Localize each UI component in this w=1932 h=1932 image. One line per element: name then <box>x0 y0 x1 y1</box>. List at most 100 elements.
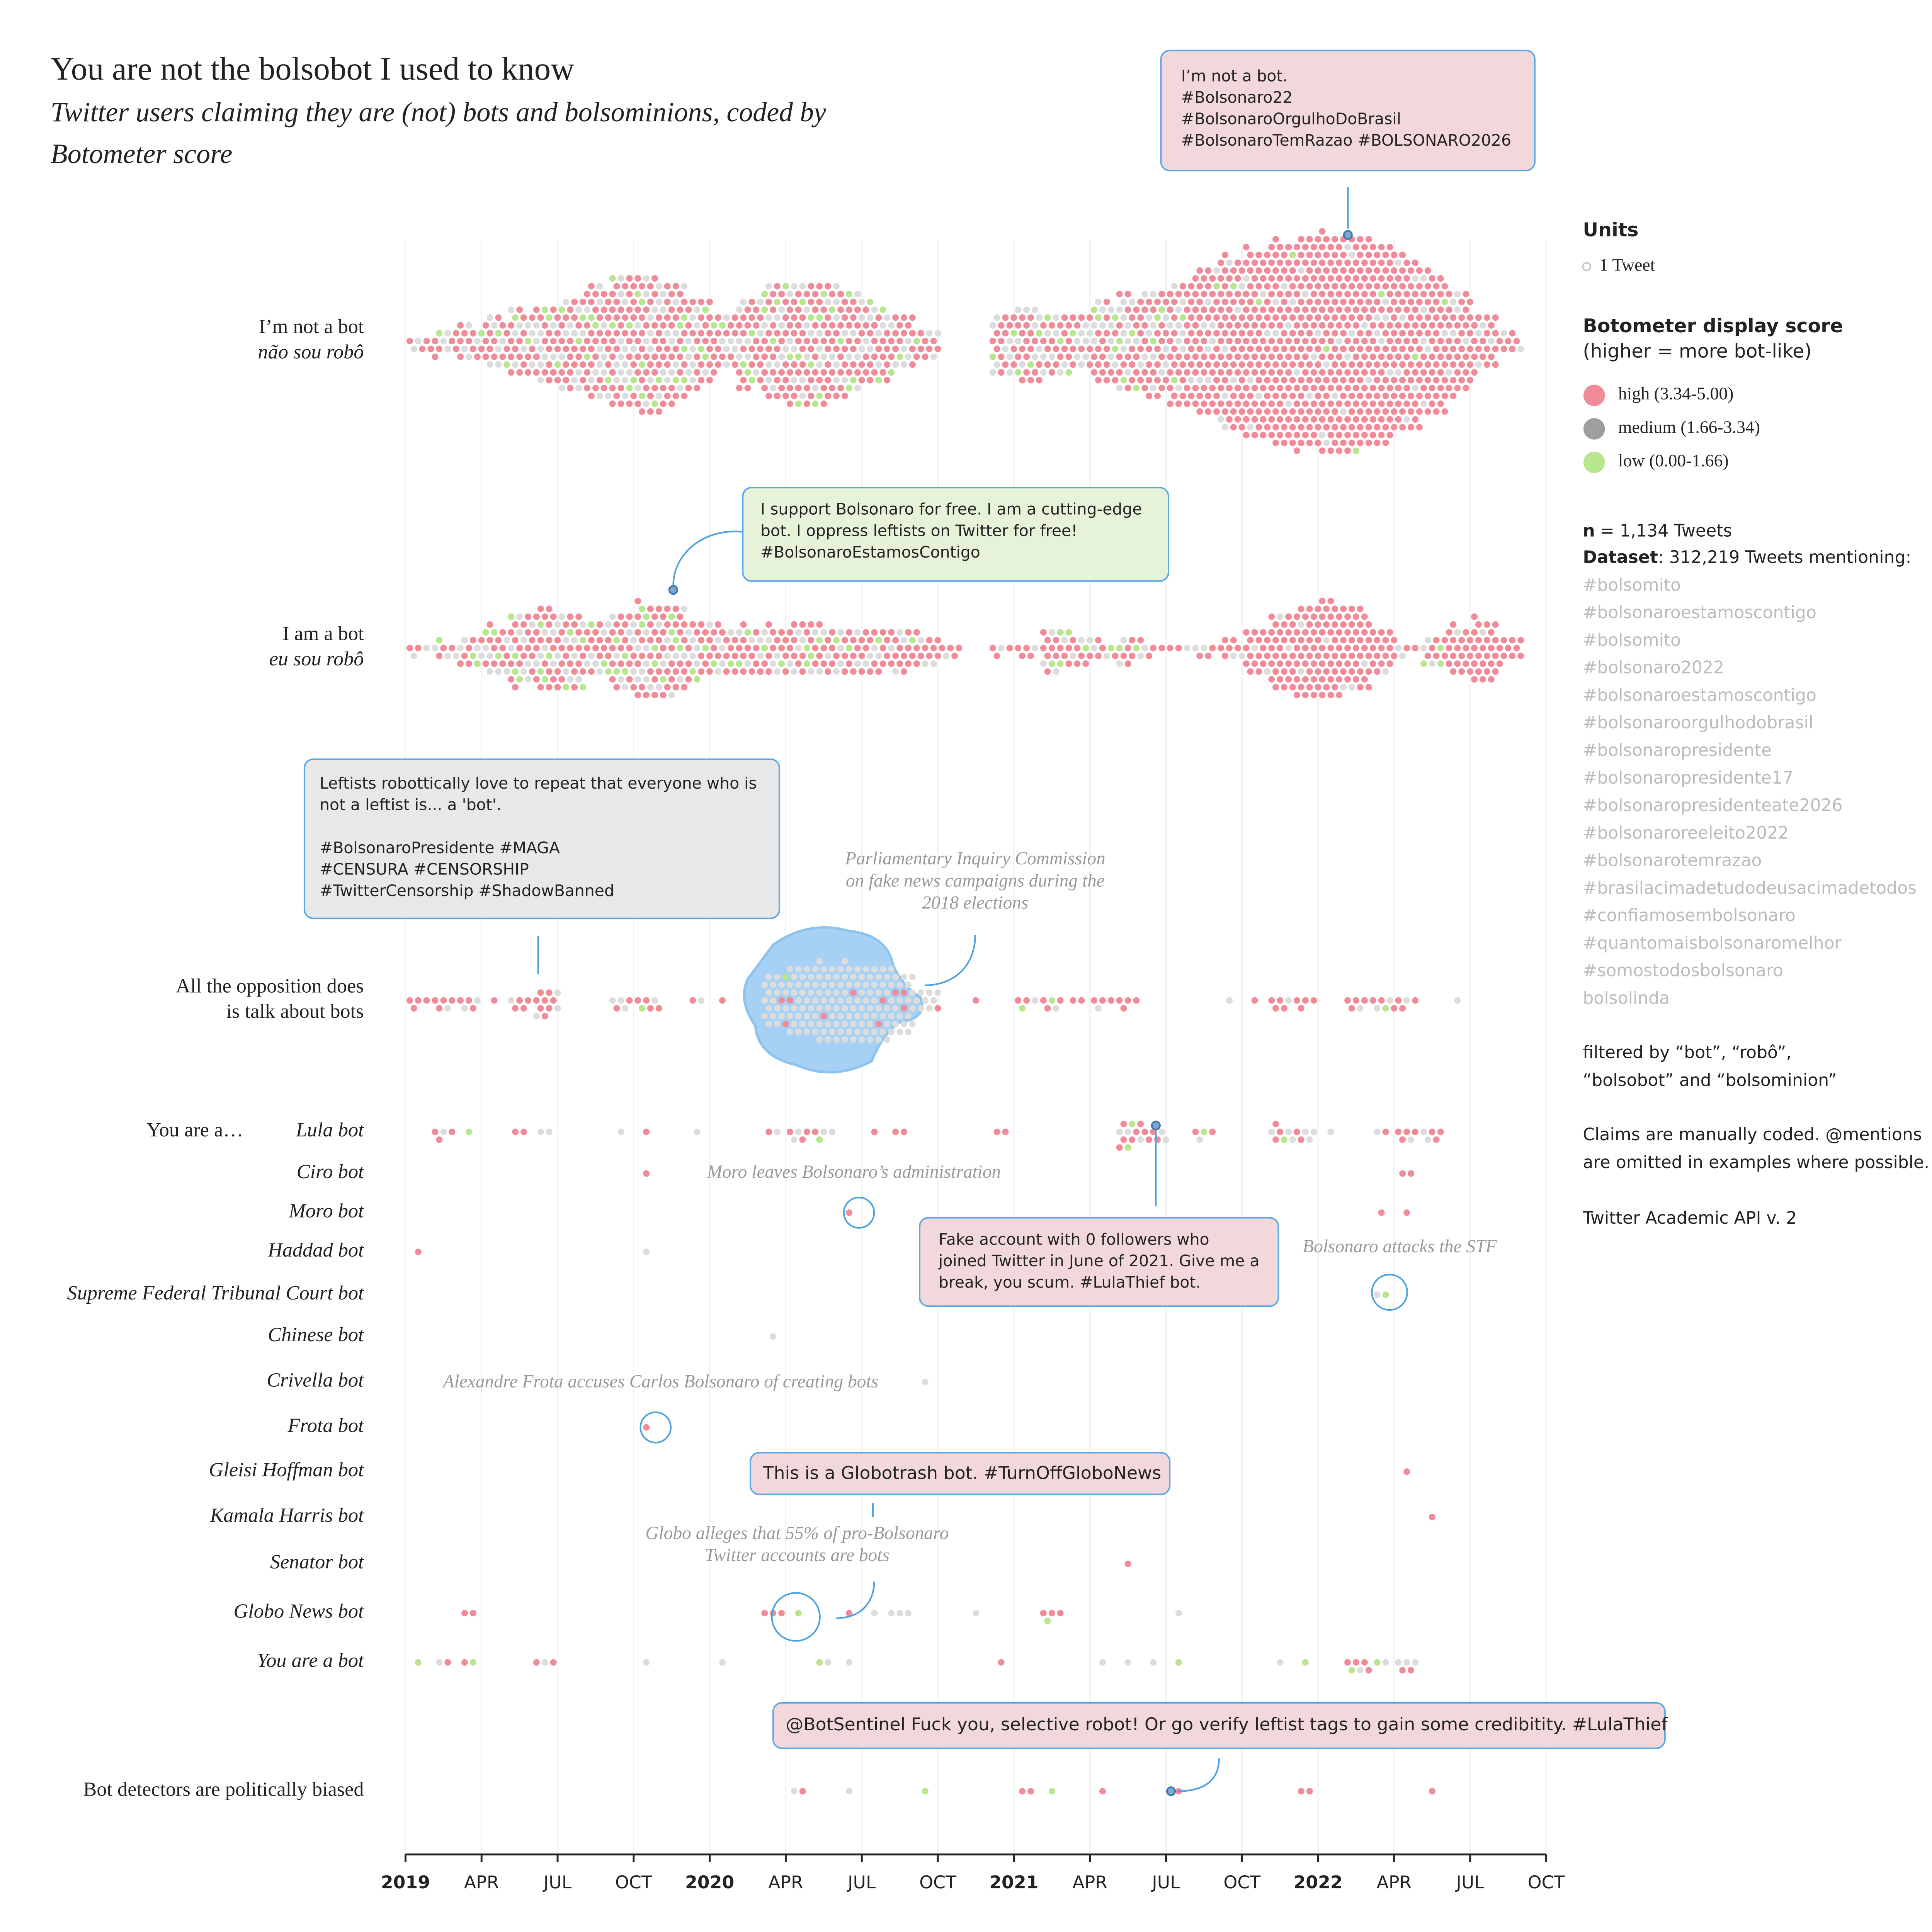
dot <box>1403 997 1410 1004</box>
dot <box>685 384 692 391</box>
dot <box>596 668 603 675</box>
dot <box>1361 997 1368 1004</box>
dot <box>1289 393 1296 400</box>
x-tick-label: 2020 <box>685 1872 734 1893</box>
dot <box>508 660 515 667</box>
dot <box>1399 1005 1406 1012</box>
dot <box>1251 259 1258 266</box>
dot <box>1336 353 1343 360</box>
dot <box>643 400 650 407</box>
dot <box>550 322 557 329</box>
dot <box>841 958 848 965</box>
dot <box>829 966 836 973</box>
dot <box>1107 338 1114 345</box>
dot <box>1319 416 1326 423</box>
dot <box>896 660 903 667</box>
dot <box>1044 637 1051 644</box>
dot <box>1327 306 1334 313</box>
dot <box>655 314 662 321</box>
dot <box>1429 338 1435 345</box>
dot <box>875 345 882 352</box>
dot <box>1424 361 1431 368</box>
dot <box>1344 676 1351 683</box>
dot <box>1475 668 1482 675</box>
dot <box>816 361 823 368</box>
dot <box>1255 424 1262 431</box>
dot <box>1192 1128 1199 1135</box>
dot <box>677 660 684 667</box>
dot <box>1251 306 1258 313</box>
dot <box>609 291 616 298</box>
legend-swatch <box>1583 418 1605 440</box>
dot <box>503 361 510 368</box>
dot <box>495 668 502 675</box>
dot <box>879 1028 886 1035</box>
dot <box>782 393 789 400</box>
dot <box>525 645 532 651</box>
dot <box>909 361 916 368</box>
dot <box>1458 637 1465 644</box>
dot <box>761 353 768 360</box>
dot <box>757 298 764 305</box>
dot <box>664 361 671 368</box>
dot <box>592 384 599 391</box>
dot <box>1315 605 1321 612</box>
bin <box>812 1128 836 1143</box>
dot <box>1454 660 1461 667</box>
dot <box>820 966 827 973</box>
dot <box>1277 613 1284 620</box>
dot <box>1399 424 1406 431</box>
dot <box>825 989 832 996</box>
dot <box>1306 424 1313 431</box>
callout-text: joined Twitter in June of 2021. Give me … <box>938 1252 1259 1270</box>
dot <box>1234 353 1241 360</box>
dot <box>1382 314 1389 321</box>
dot <box>1272 393 1279 400</box>
dot <box>630 652 637 659</box>
dot <box>820 1013 827 1020</box>
dot <box>681 605 688 612</box>
dot <box>854 997 861 1004</box>
dot <box>825 377 832 384</box>
bin <box>1446 291 1474 400</box>
dot <box>512 621 519 628</box>
dot <box>1446 660 1452 667</box>
dot <box>706 668 713 675</box>
dot <box>896 645 903 651</box>
dot <box>465 645 472 651</box>
bin <box>512 1128 527 1135</box>
callout-text: #Bolsonaro22 <box>1181 88 1293 107</box>
dot <box>1471 369 1478 376</box>
bin <box>1374 1291 1389 1298</box>
dot <box>1247 298 1254 305</box>
n-label: n <box>1583 521 1595 541</box>
dot <box>1424 283 1431 290</box>
bin <box>1454 997 1461 1004</box>
dot <box>1382 345 1389 352</box>
dot <box>799 330 806 337</box>
dot <box>622 377 629 384</box>
dot <box>681 330 688 337</box>
dot <box>546 330 553 337</box>
dot <box>1218 291 1225 298</box>
dot <box>1344 447 1351 454</box>
dot <box>795 338 802 345</box>
dot <box>541 369 548 376</box>
dot <box>917 330 924 337</box>
dot <box>740 361 747 368</box>
dot <box>1146 1136 1153 1143</box>
dot <box>537 637 544 644</box>
dot <box>1158 384 1165 391</box>
dot <box>1209 338 1216 345</box>
dot <box>757 377 764 384</box>
dot <box>1289 314 1296 321</box>
dot <box>1357 345 1364 352</box>
dot <box>664 345 671 352</box>
dot <box>1369 338 1376 345</box>
dot <box>879 645 886 651</box>
dot <box>1361 432 1368 439</box>
dot <box>1340 605 1347 612</box>
dot <box>774 989 781 996</box>
dot <box>1234 645 1241 651</box>
dot <box>1336 291 1343 298</box>
